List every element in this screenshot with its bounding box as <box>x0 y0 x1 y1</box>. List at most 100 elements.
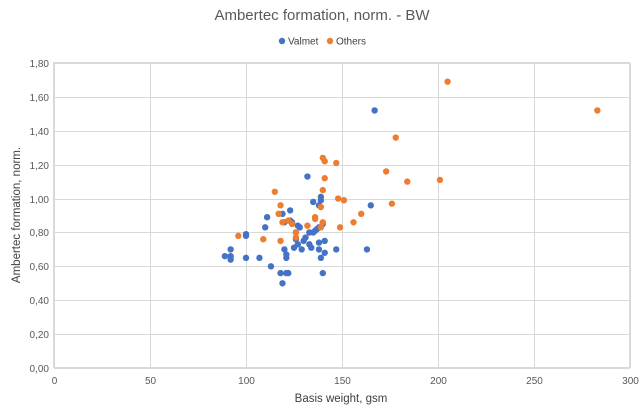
data-point-others <box>292 229 300 236</box>
data-point-valmet <box>363 246 371 253</box>
data-point-others <box>317 203 325 211</box>
y-axis-title: Ambertec formation, norm. <box>11 147 23 283</box>
data-point-valmet <box>281 246 288 253</box>
data-point-valmet <box>283 254 290 262</box>
y-tick-label: 0,80 <box>30 228 50 239</box>
y-tick-label: 0,40 <box>30 296 50 307</box>
data-point-valmet <box>285 269 292 277</box>
data-point-valmet <box>317 197 325 204</box>
data-point-others <box>277 202 284 209</box>
data-point-valmet <box>277 269 284 277</box>
data-point-others <box>317 224 325 231</box>
data-point-valmet <box>304 173 311 180</box>
data-point-others <box>594 107 601 114</box>
data-point-valmet <box>315 239 323 246</box>
x-axis-tick-labels: 0 50 100 150 200 250 300 <box>52 376 640 387</box>
data-point-valmet <box>296 224 303 231</box>
x-tick-label: 100 <box>238 376 255 387</box>
plot-area-frame <box>53 62 630 368</box>
data-point-others <box>436 176 444 184</box>
data-point-others <box>350 219 357 226</box>
data-point-others <box>334 195 342 202</box>
data-point-valmet <box>263 213 271 221</box>
y-tick-label: 1,20 <box>30 161 50 172</box>
x-tick-label: 300 <box>622 376 639 387</box>
data-point-valmet <box>310 198 317 206</box>
data-point-valmet <box>262 224 269 231</box>
data-point-others <box>336 224 344 231</box>
data-point-valmet <box>367 202 374 209</box>
data-point-others <box>279 219 286 226</box>
data-point-others <box>388 200 396 207</box>
gridlines <box>54 63 631 369</box>
legend: Valmet Others <box>278 37 366 48</box>
data-point-others <box>277 237 284 245</box>
y-tick-label: 0,20 <box>30 330 50 341</box>
data-point-others <box>358 210 365 218</box>
data-point-valmet <box>371 107 378 114</box>
data-point-valmet <box>242 254 250 262</box>
data-point-others <box>444 78 451 85</box>
data-point-others <box>304 222 311 229</box>
data-point-others <box>404 178 411 185</box>
y-tick-label: 1,40 <box>30 127 50 138</box>
data-point-others <box>271 188 278 195</box>
x-tick-label: 250 <box>526 376 543 387</box>
data-point-valmet <box>321 249 328 256</box>
data-point-others <box>288 220 296 228</box>
data-point-valmet <box>319 269 326 277</box>
data-point-valmet <box>242 232 250 240</box>
series-valmet <box>221 107 378 287</box>
data-point-others <box>321 175 328 182</box>
data-point-valmet <box>256 254 263 262</box>
data-point-valmet <box>317 254 325 262</box>
data-point-valmet <box>302 234 309 241</box>
y-tick-label: 1,60 <box>30 93 50 104</box>
data-point-valmet <box>227 256 234 263</box>
data-point-valmet <box>221 252 229 260</box>
legend-label-others: Others <box>336 37 366 48</box>
data-point-valmet <box>294 241 302 248</box>
data-point-others <box>311 215 319 223</box>
data-point-others <box>275 210 282 218</box>
data-point-others <box>321 158 328 165</box>
data-point-others <box>382 168 390 175</box>
data-point-others <box>235 232 242 240</box>
y-tick-label: 0,00 <box>30 364 50 375</box>
chart-title: Ambertec formation, norm. - BW <box>214 7 430 24</box>
data-point-valmet <box>279 280 286 287</box>
x-tick-label: 0 <box>52 376 58 387</box>
data-point-valmet <box>267 263 275 270</box>
x-tick-label: 50 <box>145 376 157 387</box>
data-point-others <box>340 197 348 204</box>
data-point-valmet <box>298 246 305 253</box>
x-axis-title: Basis weight, gsm <box>295 393 388 405</box>
legend-marker-others <box>326 37 334 45</box>
legend-label-valmet: Valmet <box>288 37 319 48</box>
legend-item-valmet: Valmet <box>278 37 319 48</box>
data-point-others <box>319 219 326 226</box>
y-tick-label: 0,60 <box>30 262 50 273</box>
data-point-valmet <box>308 244 315 251</box>
legend-item-others: Others <box>326 37 366 48</box>
data-point-valmet <box>321 237 328 245</box>
data-point-others <box>319 186 326 194</box>
data-point-valmet <box>227 246 234 253</box>
legend-marker-valmet <box>278 37 286 45</box>
data-point-others <box>260 236 267 243</box>
x-tick-label: 150 <box>334 376 351 387</box>
data-points <box>221 78 601 287</box>
data-point-valmet <box>315 246 323 253</box>
data-point-valmet <box>286 207 294 214</box>
y-axis-tick-labels: 0,00 0,20 0,40 0,60 0,80 1,00 1,20 1,40 1,60 1,80 <box>30 59 50 375</box>
y-tick-label: 1,00 <box>30 195 50 206</box>
data-point-others <box>392 134 399 141</box>
data-point-valmet <box>333 246 340 253</box>
x-tick-label: 200 <box>430 376 447 387</box>
data-point-others <box>333 159 340 167</box>
data-point-others <box>292 234 300 241</box>
y-tick-label: 1,80 <box>30 59 50 70</box>
series-others <box>235 78 601 245</box>
